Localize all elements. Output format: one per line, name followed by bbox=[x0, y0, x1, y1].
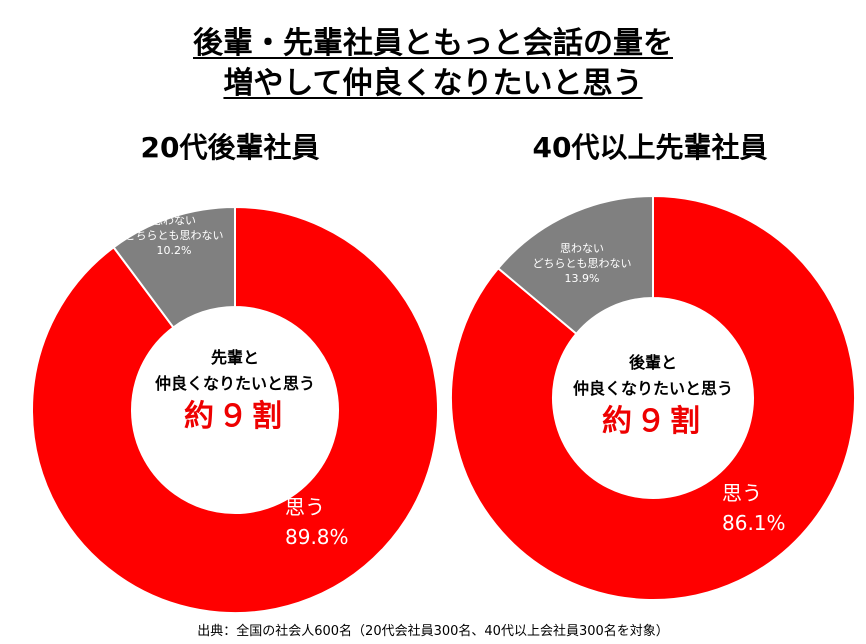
label-value: 86.1% bbox=[722, 511, 786, 535]
label-value: 13.9% bbox=[564, 272, 600, 285]
chart1-slice-yes bbox=[31, 205, 439, 614]
label-line: 思う bbox=[722, 481, 762, 505]
center-highlight: 約９割 bbox=[184, 399, 286, 434]
chart1-title: 20代後輩社員 bbox=[140, 131, 320, 164]
chart2-center-text: 後輩と 仲良くなりたいと思う 約９割 bbox=[543, 350, 763, 442]
chart1-center-text: 先輩と 仲良くなりたいと思う 約９割 bbox=[125, 345, 345, 437]
center-line: 先輩と bbox=[210, 348, 259, 367]
chart2-slice-yes bbox=[450, 194, 856, 601]
title-line-2: 増やして仲良くなりたいと思う bbox=[223, 66, 643, 101]
label-value: 10.2% bbox=[156, 244, 192, 257]
label-line: どちらとも思わない bbox=[124, 229, 224, 242]
chart2-no-label: 思わない どちらとも思わない 13.9% bbox=[512, 241, 652, 286]
chart2-yes-label: 思う 86.1% bbox=[722, 478, 842, 538]
label-line: 思わない bbox=[152, 214, 196, 227]
chart1-no-label: 思わない どちらとも思わない 10.2% bbox=[104, 213, 244, 258]
label-value: 89.8% bbox=[285, 525, 349, 549]
source-note: 出典：全国の社会人600名（20代会社員300名、40代以上会社員300名を対象… bbox=[197, 624, 669, 639]
label-line: 思わない bbox=[560, 242, 604, 255]
chart1-slice-no bbox=[112, 205, 236, 329]
chart2-slice-no bbox=[496, 194, 654, 336]
center-highlight: 約９割 bbox=[602, 404, 704, 439]
center-line: 仲良くなりたいと思う bbox=[154, 374, 315, 393]
title-line-1: 後輩・先輩社員ともっと会話の量を bbox=[193, 26, 673, 61]
center-line: 仲良くなりたいと思う bbox=[572, 379, 733, 398]
label-line: どちらとも思わない bbox=[532, 257, 632, 270]
chart2-title: 40代以上先輩社員 bbox=[532, 131, 768, 164]
center-line: 後輩と bbox=[628, 353, 677, 372]
label-line: 思う bbox=[285, 495, 325, 519]
chart1-yes-label: 思う 89.8% bbox=[285, 492, 405, 552]
